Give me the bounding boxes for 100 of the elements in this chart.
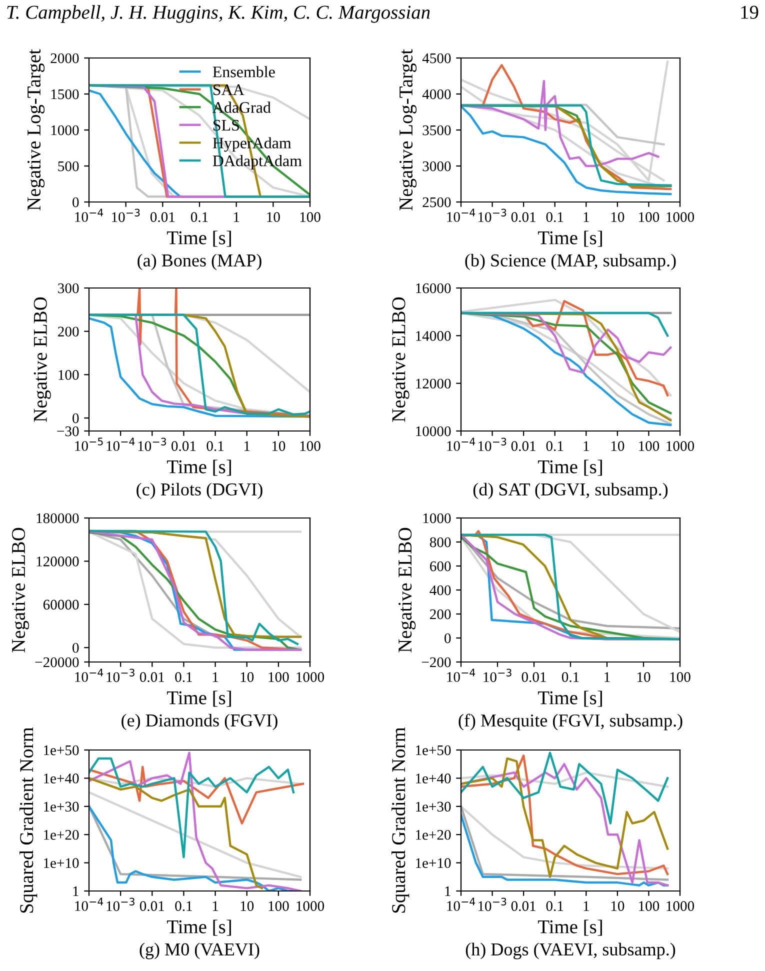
y-tick-label: 4000: [422, 89, 451, 100]
x-tick-label: 100: [639, 441, 660, 451]
x-tick-label: 1: [584, 901, 589, 911]
y-tick-label: 300: [58, 283, 79, 294]
x-tick-label: 0.1: [546, 901, 564, 912]
x-tick-label: 10$^{−3}$: [106, 898, 134, 912]
x-tick-label: 10$^{−3}$: [138, 438, 166, 452]
text: (e) Diamonds (FGVI): [122, 714, 278, 730]
y-axis-title: Negative ELBO: [398, 528, 416, 652]
x-tick-label: 1000: [666, 441, 694, 451]
y-tick-label: 600: [430, 561, 451, 572]
y-tick-label: 1500: [51, 89, 79, 100]
x-tick-label: 10$^{−4}$: [106, 438, 135, 451]
x-tick-label: 10$^{−4}$: [447, 668, 476, 682]
x-tick-label: 10$^{−3}$: [478, 438, 506, 452]
x-axis-title: Time [s]: [166, 920, 231, 936]
x-tick-label: 10$^{−5}$: [75, 438, 103, 451]
text: (h) Dogs (VAEVI, subsamp.): [466, 942, 676, 960]
x-tick-label: 10: [240, 672, 254, 682]
text: (f) Mesquite (FGVI, subsamp.): [458, 714, 682, 730]
y-tick-label: 1e+10: [44, 858, 79, 868]
text: 19: [741, 6, 758, 19]
text: T. Campbell, J. H. Huggins, K. Kim, C. C. Margossian: [7, 5, 430, 23]
y-tick-label: 60000: [43, 600, 79, 610]
y-tick-label: 500: [58, 161, 79, 172]
x-tick-label: 100: [639, 212, 660, 222]
y-tick-label: 4500: [422, 53, 451, 64]
y-tick-label: 1000: [51, 125, 79, 136]
y-tick-label: 1e+50: [416, 745, 451, 756]
y-tick-label: 1e+20: [416, 830, 451, 840]
x-tick-label: 0.01: [522, 672, 546, 682]
x-tick-label: 100: [268, 672, 289, 682]
x-tick-label: 0.01: [511, 441, 536, 452]
x-tick-label: 10: [637, 672, 650, 682]
y-tick-label: 3500: [422, 125, 451, 136]
x-tick-label: 1: [604, 672, 610, 682]
y-tick-label: 1e+10: [416, 858, 451, 868]
y-tick-label: −20000: [35, 657, 79, 668]
x-tick-label: 100: [639, 901, 660, 911]
x-tick-label: 10$^{−4}$: [447, 898, 476, 911]
y-axis-title: Negative Log-Target: [27, 49, 45, 210]
x-tick-label: 10$^{−3}$: [106, 668, 134, 682]
x-tick-label: 0.01: [172, 441, 196, 452]
y-tick-label: 180000: [36, 513, 79, 524]
y-tick-label: 1e+30: [44, 802, 79, 812]
y-tick-label: 120000: [36, 556, 79, 566]
y-tick-label: 1: [445, 886, 450, 896]
x-tick-label: 0.1: [190, 212, 208, 222]
x-tick-label: 1: [584, 441, 589, 451]
x-tick-label: 0.1: [206, 441, 224, 452]
x-tick-label: 100: [670, 672, 690, 682]
x-tick-label: 10: [611, 212, 624, 222]
y-tick-label: 1: [73, 886, 78, 896]
x-tick-label: 1: [234, 212, 240, 222]
x-tick-label: 1000: [666, 901, 694, 911]
y-tick-label: 10000: [416, 426, 451, 436]
y-tick-label: 0: [72, 413, 79, 424]
x-tick-label: 1: [584, 212, 589, 222]
text: (g) M0 (VAEVI): [140, 942, 260, 960]
x-tick-label: 10: [611, 901, 624, 911]
x-axis-title: Time [s]: [538, 460, 602, 476]
y-axis-title: Negative Log-Target: [399, 49, 417, 210]
y-tick-label: 14000: [416, 331, 451, 341]
y-tick-label: 0: [72, 642, 79, 653]
y-tick-label: 1e+40: [416, 774, 451, 784]
y-axis-title: Squared Gradient Norm: [20, 727, 38, 913]
x-tick-label: 0.1: [175, 901, 192, 912]
x-tick-label: 10$^{−4}$: [447, 208, 476, 222]
y-axis-title: Squared Gradient Norm: [392, 727, 410, 913]
x-tick-label: 0.01: [150, 212, 175, 222]
y-tick-label: 2500: [422, 197, 451, 208]
x-tick-label: 0.01: [140, 672, 164, 682]
x-tick-label: 1000: [666, 212, 694, 222]
y-tick-label: 200: [430, 609, 451, 620]
x-axis-title: Time [s]: [166, 460, 231, 476]
x-tick-label: 10: [611, 441, 624, 451]
x-tick-label: 0.1: [562, 672, 579, 682]
y-tick-label: 800: [430, 537, 451, 548]
y-tick-label: 1e+30: [416, 802, 451, 812]
x-axis-title: Time [s]: [538, 920, 602, 936]
y-axis-title: Negative ELBO: [34, 297, 51, 422]
x-tick-label: 100: [268, 901, 289, 911]
x-tick-label: 0.1: [546, 212, 564, 222]
x-tick-label: 0.1: [175, 672, 192, 682]
text: (d) SAT (DGVI, subsamp.): [473, 482, 668, 500]
y-tick-label: 16000: [416, 283, 451, 294]
x-tick-label: 10$^{−3}$: [112, 208, 140, 222]
x-tick-label: 1: [212, 672, 218, 682]
x-tick-label: 1000: [296, 672, 324, 682]
y-tick-label: 400: [430, 585, 451, 596]
x-tick-label: 10$^{−4}$: [75, 668, 104, 682]
y-tick-label: 1e+20: [44, 830, 79, 840]
y-tick-label: 0: [444, 633, 451, 644]
text: (a) Bones (MAP): [138, 254, 262, 270]
y-axis-title: Negative ELBO: [12, 528, 30, 652]
x-axis-title: Time [s]: [538, 230, 602, 247]
x-tick-label: 0.1: [546, 441, 564, 452]
y-tick-label: 1000: [423, 513, 451, 524]
x-tick-label: 10$^{−3}$: [478, 898, 506, 912]
y-tick-label: 1e+50: [44, 745, 79, 756]
